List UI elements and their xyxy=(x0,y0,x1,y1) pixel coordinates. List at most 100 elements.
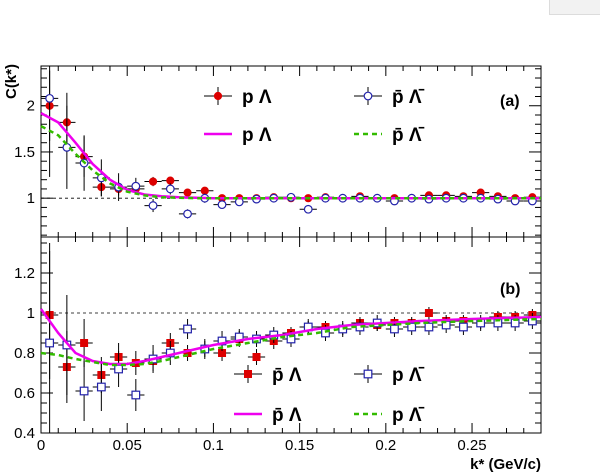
series-fit-curve xyxy=(40,317,542,367)
marker-filled-square xyxy=(424,309,433,317)
marker-filled-circle xyxy=(200,186,209,195)
legend-label: p Λ̄ xyxy=(392,365,425,386)
x-tick-label: 0.25 xyxy=(457,437,486,454)
panel-frame xyxy=(40,236,542,434)
marker-open-square xyxy=(363,369,373,379)
legend-entry: p̄ Λ̄ xyxy=(354,125,425,146)
data-point xyxy=(58,295,76,395)
marker-open-square xyxy=(424,322,434,332)
marker-open-square xyxy=(459,322,468,332)
data-point xyxy=(144,199,162,213)
legend: p̄ Λ p Λ̄ p̄ Λ p Λ̄ xyxy=(234,365,425,426)
data-point xyxy=(161,176,179,185)
marker-filled-circle xyxy=(148,177,158,186)
window-tab-stub xyxy=(549,0,600,15)
y-tick-label: 0.8 xyxy=(14,345,35,362)
legend-label: p̄ Λ̄ xyxy=(392,87,425,108)
marker-open-square xyxy=(96,382,106,392)
data-point xyxy=(41,66,59,177)
marker-open-square xyxy=(131,390,141,400)
panel-label: (b) xyxy=(500,281,520,298)
marker-open-circle xyxy=(217,200,227,210)
legend-entry: p̄ Λ̄ xyxy=(354,87,425,108)
marker-open-circle xyxy=(148,201,158,210)
y-tick-label: 1.5 xyxy=(14,144,35,161)
x-axis-label: k* (GeV/c) xyxy=(470,456,541,473)
data-point xyxy=(299,204,317,214)
y-tick-label: 2 xyxy=(27,98,35,115)
x-tick-label: 0 xyxy=(37,437,45,454)
marker-filled-circle xyxy=(213,91,223,101)
series-fit-curve xyxy=(39,308,542,366)
x-tick-label: 0.15 xyxy=(285,437,314,454)
data-point xyxy=(144,176,162,187)
marker-open-circle xyxy=(183,209,192,219)
marker-open-circle xyxy=(165,184,175,194)
fit-curve-line xyxy=(40,124,541,200)
marker-open-square xyxy=(183,324,192,334)
y-tick-label: 1.2 xyxy=(14,265,35,282)
y-tick-label: 1 xyxy=(27,305,35,322)
marker-open-square xyxy=(390,324,399,334)
data-point xyxy=(178,209,197,219)
y-tick-label: 0.6 xyxy=(14,385,35,402)
data-point xyxy=(92,363,110,411)
marker-open-circle xyxy=(363,91,373,101)
data-point xyxy=(420,307,438,319)
data-point xyxy=(472,315,490,331)
x-tick-label: 0.05 xyxy=(113,437,142,454)
marker-filled-square xyxy=(80,339,89,347)
panel-b: 0.4 0.6 0.8 1 1.2 0 0.05 0.1 0.15 0.2 0.25 k* (GeV/… xyxy=(14,236,542,473)
marker-open-circle xyxy=(303,204,313,214)
data-point xyxy=(58,105,76,189)
marker-open-square xyxy=(114,364,123,374)
marker-filled-square xyxy=(244,370,252,378)
data-point xyxy=(109,351,128,387)
legend-label: p̄ Λ xyxy=(272,365,302,386)
legend-entry: p Λ̄ xyxy=(354,365,425,386)
data-point xyxy=(161,183,179,195)
data-point xyxy=(41,243,59,433)
marker-open-square xyxy=(79,386,89,396)
legend-entry: p Λ xyxy=(204,125,272,146)
data-point xyxy=(178,319,197,339)
data-point xyxy=(247,349,266,365)
legend-entry: p Λ̄ xyxy=(354,405,425,426)
data-point xyxy=(127,379,145,411)
marker-filled-square xyxy=(252,353,261,361)
data-point xyxy=(213,200,231,210)
legend-entry: p̄ Λ xyxy=(234,365,302,386)
fit-curve-line xyxy=(40,317,542,367)
panel-a: 1 1.5 2 C(k*) (a) p Λ p̄ Λ̄ p Λ p̄ Λ̄ xyxy=(3,64,542,238)
legend: p Λ p̄ Λ̄ p Λ p̄ Λ̄ xyxy=(204,87,425,146)
series-fit-curve xyxy=(40,124,541,200)
data-point xyxy=(196,186,214,195)
x-tick-label: 0.1 xyxy=(203,437,224,454)
marker-open-circle xyxy=(131,181,141,191)
marker-filled-circle xyxy=(183,188,192,197)
marker-open-circle xyxy=(45,93,55,103)
y-axis-label: C(k*) xyxy=(3,64,20,99)
series-data-points xyxy=(41,66,541,219)
y-tick-label: 0.4 xyxy=(14,425,35,442)
marker-open-square xyxy=(217,336,227,346)
x-tick-label: 0.2 xyxy=(375,437,396,454)
legend-entry: p̄ Λ xyxy=(234,405,302,426)
data-point xyxy=(178,188,197,197)
y-tick-label: 1 xyxy=(27,190,35,207)
panel-frame xyxy=(40,65,542,238)
legend-label: p Λ̄ xyxy=(392,405,425,426)
panel-label: (a) xyxy=(500,93,520,110)
legend-label: p Λ xyxy=(242,125,272,146)
legend-entry: p Λ xyxy=(204,87,272,108)
marker-open-square xyxy=(407,322,417,332)
data-point xyxy=(75,319,93,367)
data-point xyxy=(75,361,93,421)
data-point xyxy=(420,319,438,335)
marker-filled-circle xyxy=(166,176,175,185)
legend-label: p̄ Λ xyxy=(272,405,302,426)
data-point xyxy=(403,319,421,335)
legend-label: p Λ xyxy=(242,87,272,108)
marker-open-square xyxy=(45,338,55,348)
